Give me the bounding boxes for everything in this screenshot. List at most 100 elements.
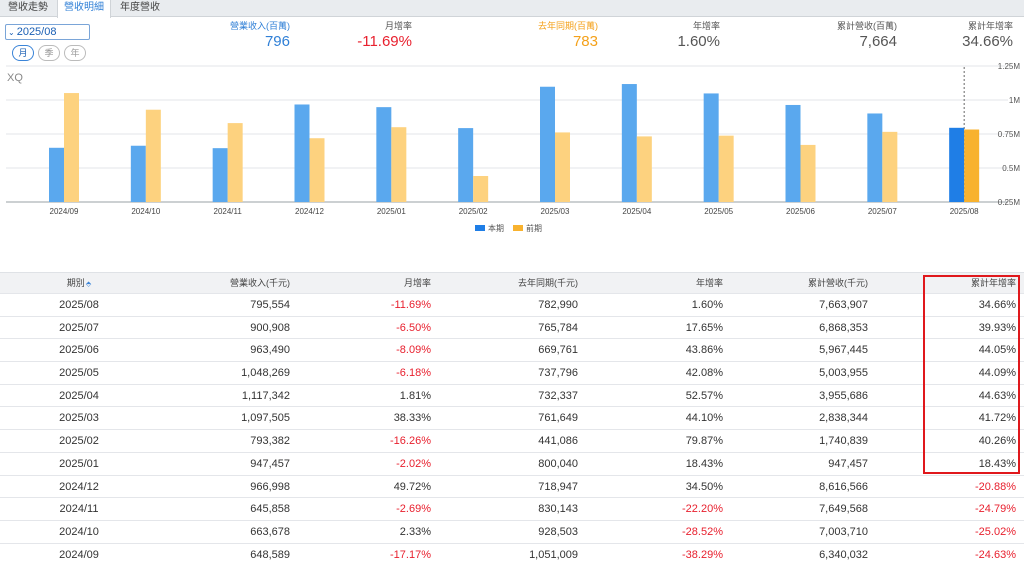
legend-swatch [513,225,523,231]
legend-label[interactable]: 本期 [488,223,504,233]
table-cell: 2025/06 [59,344,99,357]
kpi-label: 累計營收(百萬) [837,21,897,31]
pill-quarterly[interactable]: 季 [38,45,60,61]
bar-current-2024/09[interactable] [49,147,64,202]
period-select[interactable]: ⌄ 2025/08 [5,24,90,40]
chart-watermark: XQ [7,72,23,84]
table-cell: 2.33% [399,525,431,538]
tab-revenue-detail[interactable]: 營收明細 [57,0,111,18]
table-row[interactable]: 2024/12 966,998 49.72% 718,947 34.50% 8,616,5… [0,476,1024,499]
table-cell: 1,051,009 [529,548,578,561]
kpi-label: 累計年增率 [967,21,1013,31]
bar-current-2025/04[interactable] [621,84,637,202]
table-cell: 39.93% [978,321,1016,334]
table-cell: 7,003,710 [819,525,868,538]
table-row[interactable]: 2025/07 900,908 -6.50% 765,784 17.65% 6,868,3… [0,317,1024,340]
table-row[interactable]: 2024/09 648,589 -17.17% 1,051,009 -38.29% 6,3… [0,544,1024,563]
legend-label[interactable]: 前期 [526,223,542,233]
bar-previous-2025/04[interactable] [636,136,652,202]
pill-monthly[interactable]: 月 [12,45,34,61]
bar-previous-2025/08[interactable] [964,129,980,202]
table-cell: 38.33% [393,412,431,425]
table-cell: 2025/02 [59,435,99,448]
table-cell: 441,086 [538,435,578,448]
bar-previous-2024/12[interactable] [309,138,325,202]
col-header-period[interactable]: 期別⬘ [66,278,92,288]
table-row[interactable]: 2025/04 1,117,342 1.81% 732,337 52.57% 3,955,… [0,385,1024,408]
x-tick-label: 2025/03 [541,207,570,216]
bar-current-2025/07[interactable] [867,113,883,202]
table-cell: -6.18% [396,367,431,380]
table-cell: 44.09% [978,367,1016,380]
x-tick-label: 2024/10 [131,207,160,216]
col-header-cumulative-yoy[interactable]: 累計年增率 [970,278,1016,288]
col-header-revenue[interactable]: 營業收入(千元) [230,278,290,288]
table-cell: 1,740,839 [819,435,868,448]
bar-current-2025/06[interactable] [785,104,801,202]
table-header-row: 期別⬘ 營業收入(千元) 月增率 去年同期(千元) 年增率 累計營收(千元) 累… [0,272,1024,294]
kpi-last-year: 去年同期(百萬) 783 [500,19,598,50]
table-cell: -17.17% [390,548,431,561]
bar-previous-2024/11[interactable] [227,123,243,202]
table-row[interactable]: 2025/01 947,457 -2.02% 800,040 18.43% 947,457… [0,453,1024,476]
bar-current-2024/12[interactable] [294,104,310,202]
table-cell: 963,490 [250,344,290,357]
table-cell: -8.09% [396,344,431,357]
bar-previous-2024/09[interactable] [64,93,79,202]
x-tick-label: 2024/12 [295,207,324,216]
table-cell: 5,003,955 [819,367,868,380]
table-cell: -11.69% [390,299,431,311]
table-cell: 17.65% [685,321,723,334]
table-cell: 830,143 [538,503,578,516]
table-cell: 663,678 [250,525,290,538]
bar-previous-2025/03[interactable] [555,132,570,202]
bar-previous-2025/02[interactable] [473,176,489,202]
col-header-mom[interactable]: 月增率 [403,278,431,288]
table-cell: 1,097,505 [241,412,290,425]
table-cell: 7,649,568 [819,503,868,516]
table-row[interactable]: 2025/08 795,554 -11.69% 782,990 1.60% 7,663,9… [0,294,1024,317]
table-cell: 732,337 [538,389,578,402]
table-row[interactable]: 2024/11 645,858 -2.69% 830,143 -22.20% 7,649,… [0,498,1024,521]
table-cell: 34.50% [685,480,723,493]
y-tick-label: 1.25M [998,62,1021,71]
col-header-yoy[interactable]: 年增率 [695,278,723,288]
bar-previous-2025/06[interactable] [800,144,816,202]
kpi-cumulative-yoy: 累計年增率 34.66% [930,19,1013,50]
col-header-cumulative[interactable]: 累計營收(千元) [808,278,868,288]
tab-revenue-trend[interactable]: 營收走勢 [8,2,48,13]
bar-current-2025/03[interactable] [540,86,555,202]
bar-current-2025/08[interactable] [949,127,965,202]
table-cell: 928,503 [538,525,578,538]
table-cell: 2025/01 [59,457,99,470]
bar-current-2025/02[interactable] [458,128,474,202]
tab-annual-revenue[interactable]: 年度營收 [120,2,160,13]
x-tick-label: 2025/02 [459,207,488,216]
pill-yearly[interactable]: 年 [64,45,86,61]
bar-current-2024/11[interactable] [212,148,228,202]
revenue-table: 期別⬘ 營業收入(千元) 月增率 去年同期(千元) 年增率 累計營收(千元) 累… [0,272,1024,563]
tab-bar: 營收走勢 營收明細 年度營收 [0,0,1024,18]
bar-current-2025/05[interactable] [703,93,719,202]
bar-previous-2025/07[interactable] [882,131,898,202]
table-cell: 41.72% [978,412,1016,425]
table-cell: 18.43% [978,457,1016,470]
table-row[interactable]: 2024/10 663,678 2.33% 928,503 -28.52% 7,003,7… [0,521,1024,544]
col-header-last-year[interactable]: 去年同期(千元) [518,278,578,288]
bar-previous-2025/01[interactable] [391,127,407,202]
table-row[interactable]: 2025/05 1,048,269 -6.18% 737,796 42.08% 5,003… [0,362,1024,385]
kpi-yoy: 年增率 1.60% [640,19,720,50]
bar-previous-2025/05[interactable] [718,135,734,202]
table-row[interactable]: 2025/02 793,382 -16.26% 441,086 79.87% 1,740,… [0,430,1024,453]
x-tick-label: 2025/01 [377,207,406,216]
table-row[interactable]: 2025/03 1,097,505 38.33% 761,649 44.10% 2,838… [0,407,1024,431]
table-cell: 669,761 [538,344,578,357]
table-cell: 43.86% [685,344,723,357]
table-row[interactable]: 2025/06 963,490 -8.09% 669,761 43.86% 5,967,4… [0,339,1024,363]
table-cell: 795,554 [250,299,290,311]
bar-current-2024/10[interactable] [130,145,146,202]
table-cell: 2,838,344 [819,412,868,425]
bar-current-2025/01[interactable] [376,107,392,202]
bar-previous-2024/10[interactable] [145,109,161,202]
kpi-cumulative: 累計營收(百萬) 7,664 [800,19,897,50]
